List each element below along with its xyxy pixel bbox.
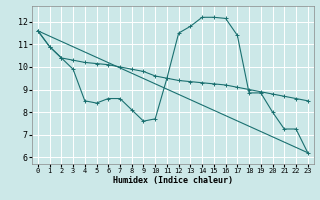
X-axis label: Humidex (Indice chaleur): Humidex (Indice chaleur) [113,176,233,185]
